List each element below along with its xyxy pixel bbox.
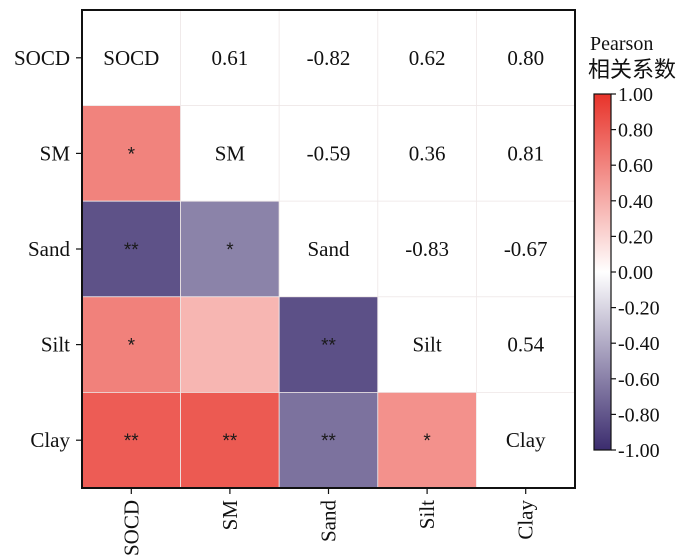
correlation-value: 0.81 <box>507 141 544 165</box>
heatmap-cell <box>278 200 379 298</box>
significance-marker: * <box>423 431 431 452</box>
colorbar-gradient <box>593 93 612 451</box>
column-label: Clay <box>514 500 538 540</box>
colorbar-tick-label: -0.20 <box>618 298 660 320</box>
diagonal-variable-label: SOCD <box>103 46 159 70</box>
heatmap-cell <box>278 296 379 393</box>
heatmap-cell <box>475 296 576 393</box>
column-label: SM <box>218 500 242 531</box>
correlation-value: 0.80 <box>507 46 544 70</box>
correlation-value: 0.36 <box>409 141 446 165</box>
significance-marker: * <box>128 144 136 165</box>
row-label: Clay <box>30 428 70 452</box>
heatmap-cell <box>278 105 379 202</box>
significance-marker: * <box>128 336 136 357</box>
correlation-value: 0.54 <box>507 333 544 357</box>
colorbar-tick-label: -0.40 <box>618 333 660 355</box>
colorbar-tick-label: -0.80 <box>618 404 660 426</box>
heatmap-cell <box>278 391 379 489</box>
heatmap-cells <box>81 9 576 489</box>
row-label: SOCD <box>14 46 70 70</box>
colorbar-tick-label: -1.00 <box>618 440 660 462</box>
diagonal-variable-label: SM <box>215 141 246 165</box>
column-label: Silt <box>415 500 439 529</box>
colorbar-tick-label: 0.60 <box>618 155 653 177</box>
heatmap-cell <box>377 9 477 106</box>
heatmap-cell <box>81 391 181 489</box>
heatmap-cell <box>475 9 576 106</box>
diagonal-variable-label: Silt <box>413 333 442 357</box>
heatmap-cell <box>475 105 576 202</box>
heatmap-cell <box>475 391 576 489</box>
significance-marker: ** <box>124 240 139 261</box>
significance-marker: ** <box>321 336 336 357</box>
colorbar-title-line2: 相关系数 <box>588 57 676 82</box>
colorbar-tick-label: 0.80 <box>618 120 653 142</box>
row-labels: SOCD SM Sand Silt Clay <box>14 46 82 452</box>
colorbar-title-line1: Pearson <box>590 33 653 55</box>
correlation-value: 0.61 <box>212 46 249 70</box>
heatmap-cell <box>475 200 576 298</box>
row-label: SM <box>40 141 71 165</box>
heatmap-cell <box>180 296 280 393</box>
colorbar-tick-label: 1.00 <box>618 84 653 106</box>
diagonal-variable-label: Sand <box>308 237 351 261</box>
column-label: Sand <box>317 500 341 543</box>
significance-marker: ** <box>223 431 238 452</box>
colorbar-tick-label: 0.00 <box>618 262 653 284</box>
colorbar: Pearson 相关系数 1.00 0.80 0.60 0.40 0.20 0.00 -0.… <box>588 33 676 462</box>
correlation-value: 0.62 <box>409 46 446 70</box>
significance-marker: ** <box>321 431 336 452</box>
heatmap-cell <box>377 296 477 393</box>
colorbar-tick-label: 0.40 <box>618 191 653 213</box>
heatmap-cell <box>377 200 477 298</box>
colorbar-tick-label: 0.20 <box>618 226 653 248</box>
correlation-value: -0.83 <box>405 237 449 261</box>
row-label: Sand <box>28 237 71 261</box>
correlation-value: -0.59 <box>307 141 351 165</box>
heatmap-cell <box>81 9 181 106</box>
heatmap-cell <box>180 200 280 298</box>
significance-marker: * <box>226 240 234 261</box>
diagonal-variable-label: Clay <box>506 428 546 452</box>
heatmap-cell <box>81 105 181 202</box>
heatmap-cell-labels: SOCD 0.61 -0.82 0.62 0.80* SM -0.59 0.36 0.81** *… <box>103 46 547 452</box>
correlation-value: -0.67 <box>504 237 548 261</box>
correlation-value: -0.82 <box>307 46 351 70</box>
colorbar-tick-label: -0.60 <box>618 369 660 391</box>
heatmap-cell <box>180 9 280 106</box>
column-label: SOCD <box>119 500 143 556</box>
row-label: Silt <box>41 333 70 357</box>
heatmap-cell <box>180 391 280 489</box>
column-labels: SOCD SM Sand Silt Clay <box>119 488 538 556</box>
significance-marker: ** <box>124 431 139 452</box>
colorbar-ticks: 1.00 0.80 0.60 0.40 0.20 0.00 -0.20 -0.40 -0.60 -… <box>611 84 660 462</box>
